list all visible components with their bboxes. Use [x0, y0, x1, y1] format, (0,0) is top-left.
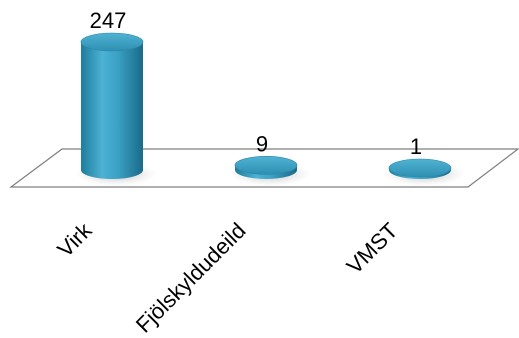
data-labels-group: 247 9 1	[90, 8, 422, 159]
category-labels-group: Virk Fjölskyldudeild VMST	[52, 217, 402, 337]
bars-group	[75, 32, 465, 186]
bar-cap	[234, 156, 298, 175]
category-label-vmst: VMST	[342, 218, 403, 279]
data-label-vmst: 1	[410, 134, 422, 159]
bar-vmst	[383, 158, 465, 186]
category-label-fj-lskyldudeild: Fjölskyldudeild	[131, 218, 251, 338]
bar-body	[81, 42, 143, 179]
bar-cap	[388, 158, 452, 178]
bar-cap	[80, 32, 144, 52]
data-label-virk: 247	[90, 8, 127, 33]
bar-virk	[75, 32, 157, 186]
category-label-virk: Virk	[52, 217, 97, 262]
data-label-fj-lskyldudeild: 9	[256, 131, 268, 156]
bar-fj-lskyldudeild	[229, 156, 311, 186]
